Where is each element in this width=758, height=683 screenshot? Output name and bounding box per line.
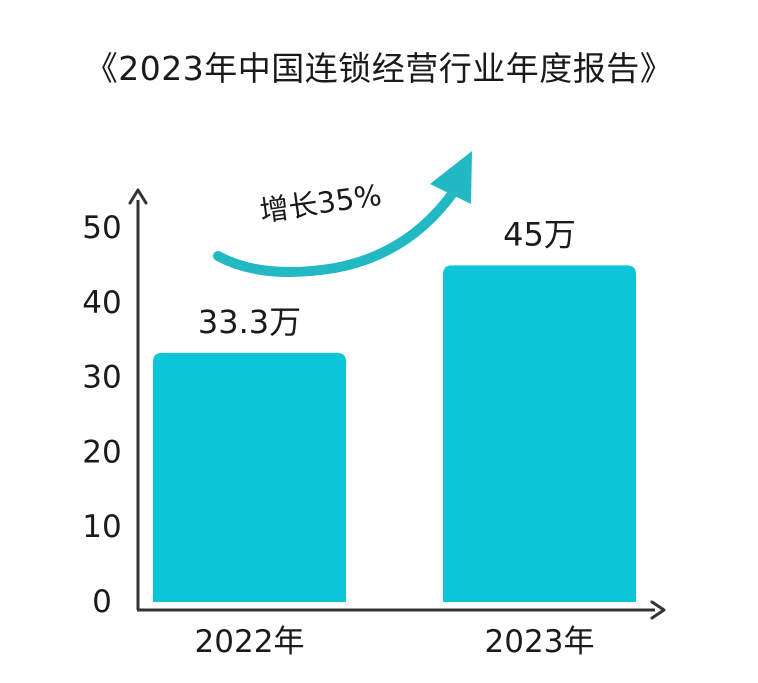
y-tick-label: 40: [82, 285, 121, 321]
y-tick-label: 10: [82, 509, 121, 545]
x-axis-arrowhead: [650, 600, 666, 620]
y-tick-label: 50: [82, 210, 121, 246]
y-tick-label: 20: [82, 434, 121, 470]
chart-title: 《2023年中国连锁经营行业年度报告》: [84, 49, 674, 88]
y-tick-label: 30: [82, 360, 121, 396]
growth-annotation: 增长35%: [258, 178, 384, 229]
bar: [443, 265, 636, 602]
x-category-label: 2023年: [485, 624, 595, 660]
growth-arrowhead: [430, 151, 472, 204]
y-axis-arrowhead: [128, 188, 148, 205]
x-category-label: 2022年: [195, 624, 305, 660]
bar-value-label: 45万: [503, 215, 576, 253]
y-tick-label: 0: [92, 584, 112, 620]
bar: [153, 352, 346, 602]
bar-value-label: 33.3万: [198, 303, 301, 341]
growth-arrow: [213, 185, 460, 277]
